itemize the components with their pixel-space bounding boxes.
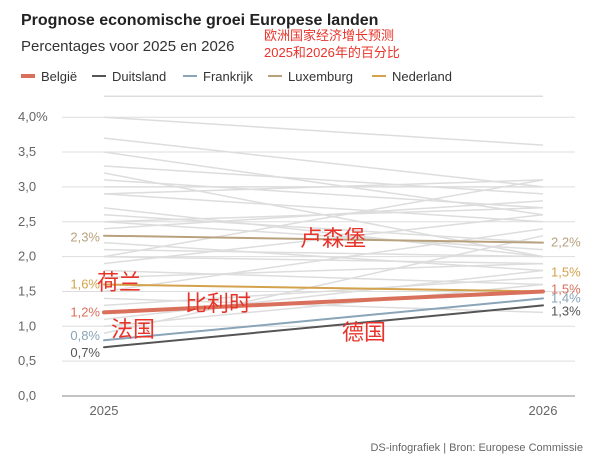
source-note: DS-infografiek | Bron: Europese Commissi… [370, 442, 583, 454]
background-line-8 [103, 179, 544, 195]
background-line-24 [103, 234, 544, 335]
background-line-2 [103, 137, 544, 188]
background-line-27 [103, 255, 544, 265]
y-tick-label-8: 4,0% [18, 109, 48, 124]
chart-legend: België Duitsland Frankrijk Luxemburg Nederla… [21, 69, 452, 84]
start-label-0: 1,2% [70, 304, 100, 319]
highlighted-series-lines [102, 234, 545, 349]
background-line-21 [103, 276, 544, 307]
annotation-zh-nederland: 荷兰 [97, 270, 141, 295]
legend-label-0: België [41, 69, 77, 84]
start-label-2: 0,8% [70, 328, 100, 343]
end-label-3: 2,2% [551, 235, 581, 250]
legend-label-1: Duitsland [112, 69, 166, 84]
y-tick-label-0: 0,0 [18, 388, 36, 403]
y-tick-label-7: 3,5 [18, 144, 36, 159]
y-tick-label-1: 0,5 [18, 353, 36, 368]
legend-label-3: Luxemburg [288, 69, 353, 84]
legend-label-2: Frankrijk [203, 69, 253, 84]
background-country-lines [103, 95, 544, 335]
end-label-2: 1,4% [551, 290, 581, 305]
chart-subtitle-zh-line-2: 2025和2026年的百分比 [264, 45, 400, 60]
y-tick-label-5: 2,5 [18, 214, 36, 229]
background-line-3 [103, 151, 544, 216]
series-line-3 [103, 234, 544, 244]
annotation-zh-frankrijk: 法国 [111, 317, 155, 342]
y-tick-label-3: 1,5 [18, 283, 36, 298]
end-label-4: 1,5% [551, 264, 581, 279]
annotation-zh-duitsland: 德国 [342, 320, 386, 345]
series-line-4 [103, 283, 544, 293]
y-axis-ticks: 0,0 0,5 1,0 1,5 2,0 2,5 3,0 3,5 4,0% [18, 109, 48, 403]
start-label-1: 0,7% [70, 345, 100, 360]
chart-title: Prognose economische groei Europese land… [21, 12, 378, 29]
legend-label-4: Nederland [392, 69, 452, 84]
background-line-5 [103, 179, 544, 209]
chart-subtitle-zh-line-1: 欧洲国家经济增长预测 [264, 28, 394, 43]
background-line-26 [103, 214, 544, 244]
background-line-4 [103, 165, 544, 195]
background-line-15 [103, 179, 544, 258]
background-line-23 [103, 283, 544, 328]
series-line-0 [102, 289, 545, 315]
background-line-25 [103, 172, 544, 258]
y-tick-label-2: 1,0 [18, 318, 36, 333]
background-line-14 [103, 248, 544, 258]
start-label-3: 2,3% [70, 230, 100, 245]
background-line-18 [103, 262, 544, 279]
x-tick-label-1: 2026 [529, 403, 558, 418]
background-line-1 [103, 116, 544, 146]
series-value-labels: 1,2% 1,5% 0,7% 1,3% 0,8% 1,4% 2,3% 2,2% 1,6% 1,5% [70, 230, 581, 361]
start-label-4: 1,6% [70, 276, 100, 291]
background-line-9 [103, 207, 544, 258]
series-line-2 [103, 297, 544, 342]
y-tick-label-6: 3,0 [18, 179, 36, 194]
background-line-10 [103, 221, 544, 251]
x-tick-label-0: 2025 [90, 403, 119, 418]
series-line-1 [103, 304, 544, 349]
x-axis-ticks: 2025 2026 [90, 403, 558, 418]
chart-subtitle: Percentages voor 2025 en 2026 [21, 38, 235, 55]
background-line-7 [103, 193, 544, 223]
annotation-zh-luxemburg: 卢森堡 [300, 226, 366, 251]
background-line-22 [103, 269, 544, 321]
end-label-1: 1,3% [551, 303, 581, 318]
end-label-0: 1,5% [551, 281, 581, 296]
annotation-zh-belgie: 比利时 [185, 291, 251, 316]
y-tick-label-4: 2,0 [18, 249, 36, 264]
